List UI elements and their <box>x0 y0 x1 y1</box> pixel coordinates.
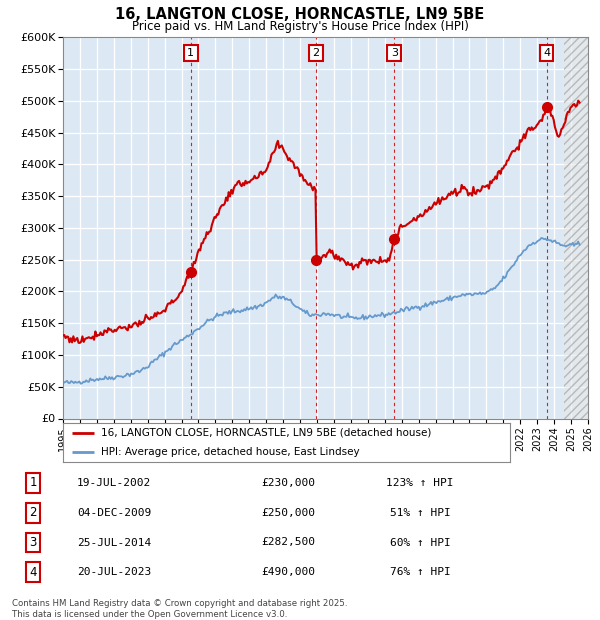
Text: 1: 1 <box>187 48 194 58</box>
Text: 1: 1 <box>29 477 37 489</box>
Text: 20-JUL-2023: 20-JUL-2023 <box>77 567 151 577</box>
Text: 51% ↑ HPI: 51% ↑ HPI <box>389 508 451 518</box>
Text: 60% ↑ HPI: 60% ↑ HPI <box>389 538 451 547</box>
Text: £250,000: £250,000 <box>261 508 315 518</box>
Text: 123% ↑ HPI: 123% ↑ HPI <box>386 478 454 488</box>
Text: HPI: Average price, detached house, East Lindsey: HPI: Average price, detached house, East… <box>101 447 359 457</box>
Text: Price paid vs. HM Land Registry's House Price Index (HPI): Price paid vs. HM Land Registry's House … <box>131 20 469 33</box>
Bar <box>564 37 588 418</box>
Text: Contains HM Land Registry data © Crown copyright and database right 2025.
This d: Contains HM Land Registry data © Crown c… <box>12 600 347 619</box>
Text: £230,000: £230,000 <box>261 478 315 488</box>
Text: 2: 2 <box>312 48 319 58</box>
Text: 04-DEC-2009: 04-DEC-2009 <box>77 508 151 518</box>
Text: 25-JUL-2014: 25-JUL-2014 <box>77 538 151 547</box>
Text: £490,000: £490,000 <box>261 567 315 577</box>
Text: 19-JUL-2002: 19-JUL-2002 <box>77 478 151 488</box>
Text: 2: 2 <box>29 507 37 519</box>
Text: 3: 3 <box>29 536 37 549</box>
Text: 16, LANGTON CLOSE, HORNCASTLE, LN9 5BE: 16, LANGTON CLOSE, HORNCASTLE, LN9 5BE <box>115 7 485 22</box>
Text: 4: 4 <box>29 566 37 578</box>
Text: £282,500: £282,500 <box>261 538 315 547</box>
Text: 76% ↑ HPI: 76% ↑ HPI <box>389 567 451 577</box>
Text: 16, LANGTON CLOSE, HORNCASTLE, LN9 5BE (detached house): 16, LANGTON CLOSE, HORNCASTLE, LN9 5BE (… <box>101 428 431 438</box>
Text: 3: 3 <box>391 48 398 58</box>
Text: 4: 4 <box>543 48 550 58</box>
